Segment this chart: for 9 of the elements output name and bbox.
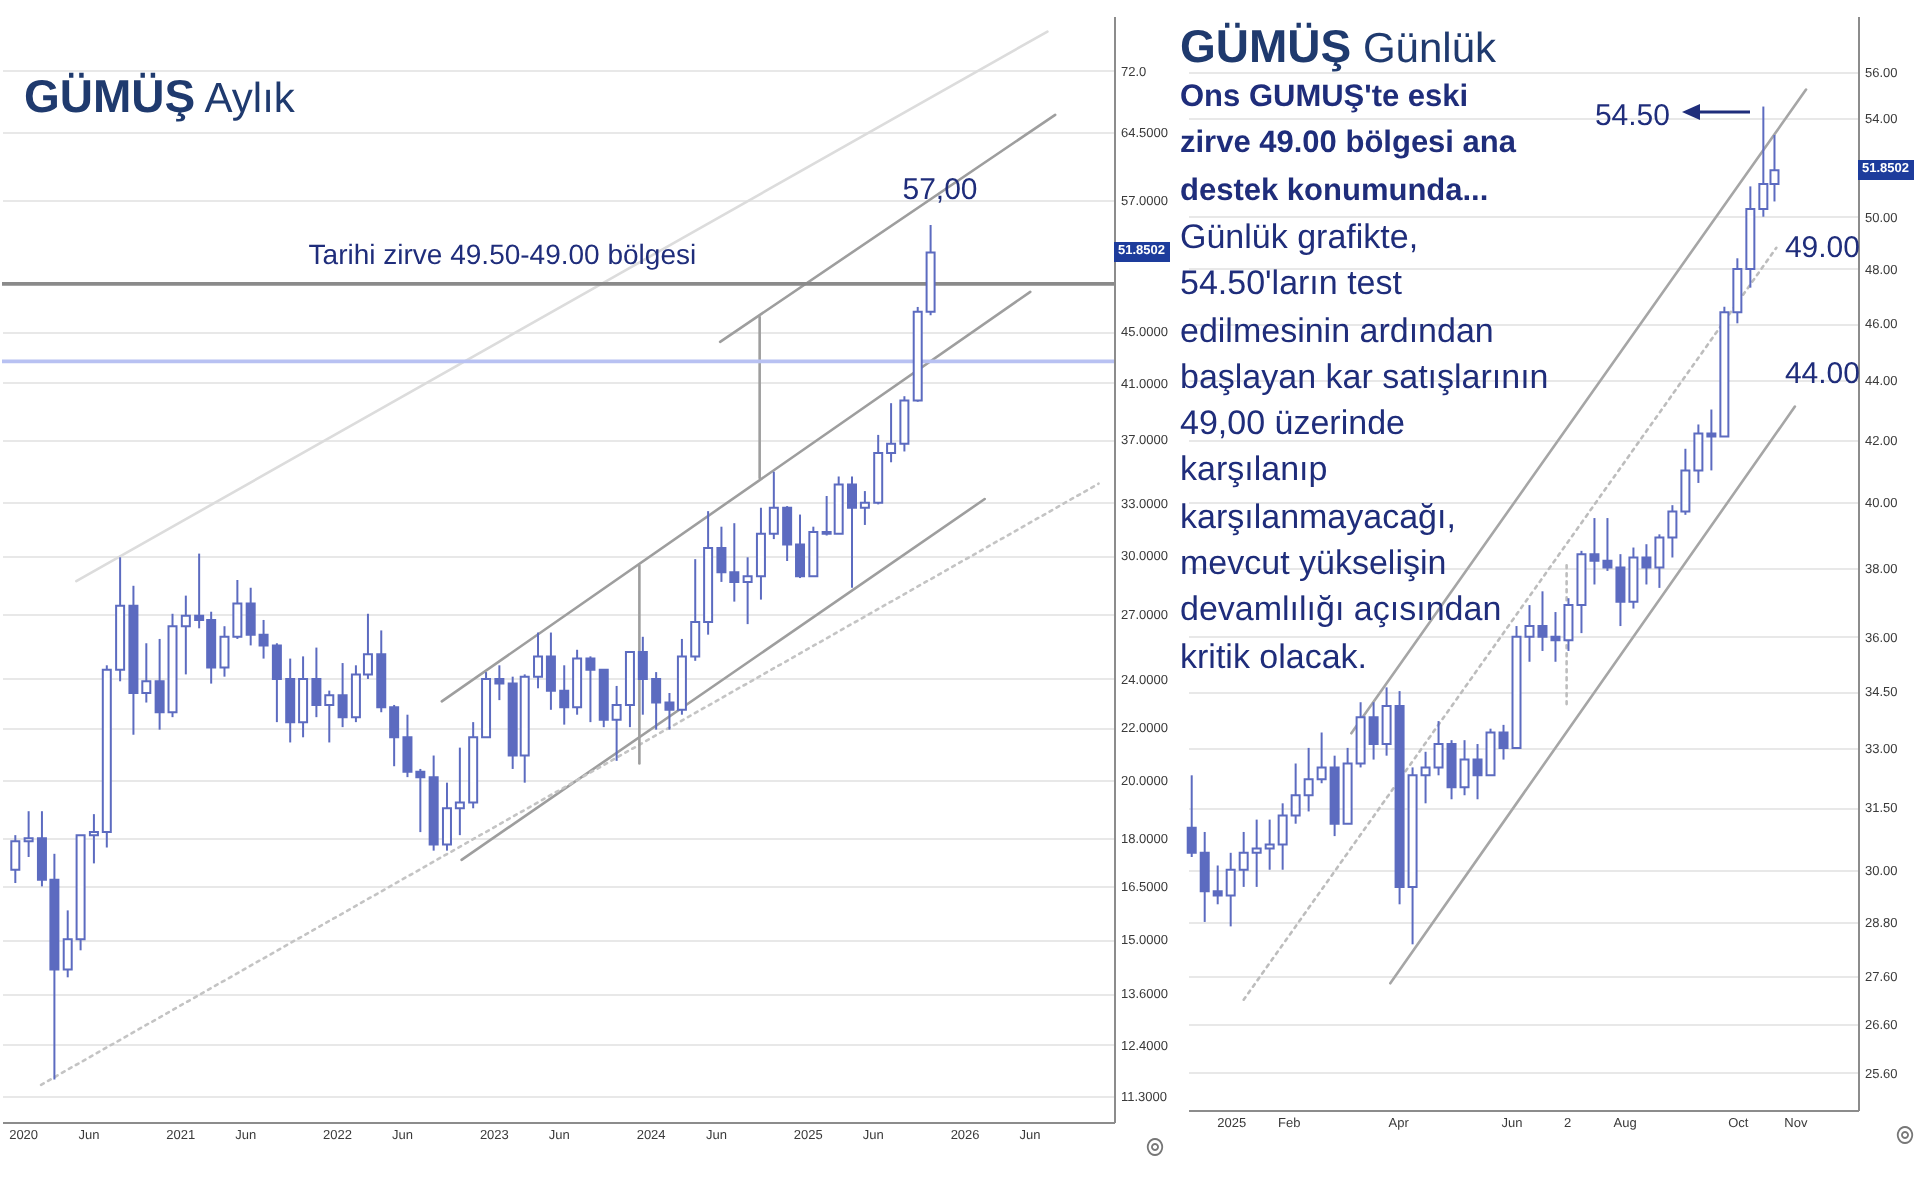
text: Günlük grafikte, 54.50'ların test edilmesinin ardından başlayan kar satışlarının 49,00 üzerinde karşılanıp karşılanmayacağı, mevcut yükselişin devamlılığı açısından kritik olacak.	[1180, 218, 1549, 676]
annotation: 44.00	[1784, 357, 1860, 391]
annotation: 57,00	[902, 173, 978, 207]
text: Ons GUMUŞ'te eski zirve 49.00 bölgesi ana destek konumunda...	[1180, 78, 1519, 212]
text: GÜMÜŞ Aylık	[24, 70, 295, 122]
chart-title: GÜMÜŞ Günlük	[1180, 20, 1496, 72]
annotation: 54.50	[1594, 99, 1670, 133]
annotation: 49.00	[1784, 231, 1860, 265]
ref-line-label: Tarihi zirve 49.50-49.00 bölgesi	[308, 237, 697, 270]
